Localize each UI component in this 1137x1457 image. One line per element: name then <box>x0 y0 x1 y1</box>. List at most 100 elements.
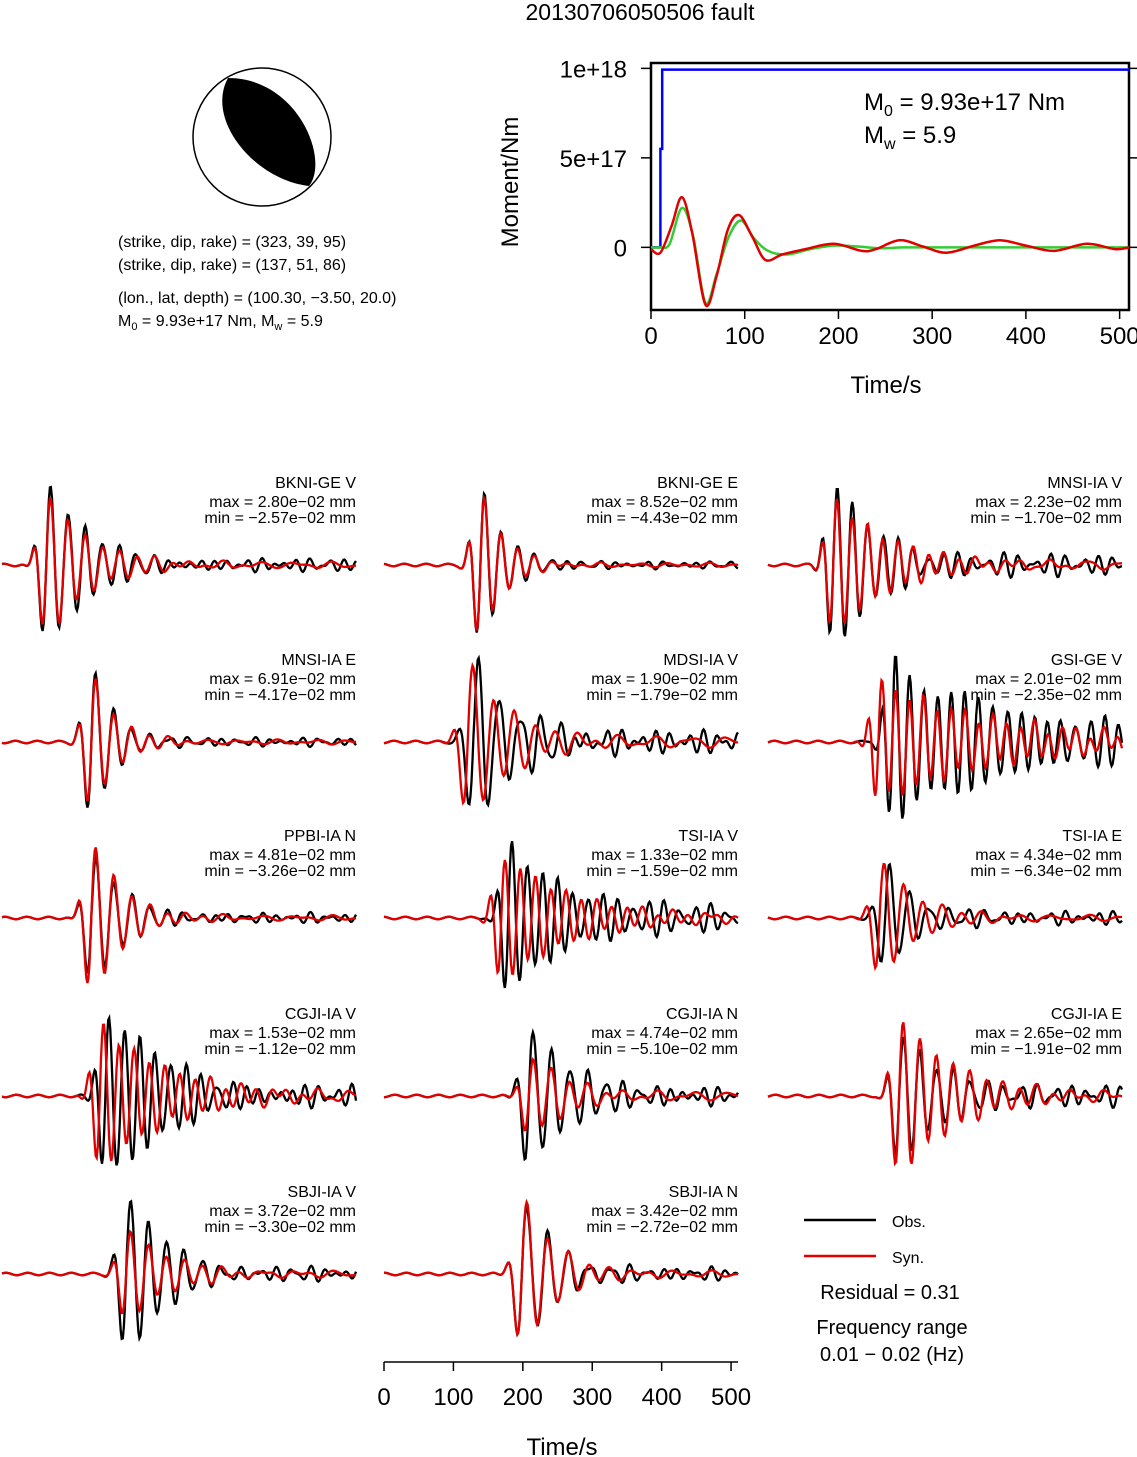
waveform-time-axis: Time/s 0 100 200 300 400 500 <box>377 1361 751 1457</box>
max-amplitude-label: max = 2.01e−02 mm <box>975 671 1122 688</box>
moment-series-rate_green <box>650 206 1129 306</box>
moment-xlabel: Time/s <box>850 372 921 399</box>
moment-summary-line: M0 = 9.93e+17 Nm, Mw = 5.9 <box>118 313 323 333</box>
max-amplitude-label: max = 6.91e−02 mm <box>209 671 356 688</box>
max-amplitude-label: max = 2.65e−02 mm <box>975 1025 1122 1042</box>
min-amplitude-label: min = −5.10e−02 mm <box>586 1041 738 1058</box>
max-amplitude-label: max = 4.34e−02 mm <box>975 847 1122 864</box>
min-amplitude-label: min = −1.70e−02 mm <box>970 510 1122 527</box>
waveform-xlabel: Time/s <box>526 1434 597 1457</box>
max-amplitude-label: max = 1.53e−02 mm <box>209 1025 356 1042</box>
moment-mw-annotation: Mw = 5.9 <box>864 122 956 153</box>
synthetic-trace <box>1 497 357 627</box>
moment-ytick-label: 0 <box>614 235 627 262</box>
moment-xtick-label: 500 <box>1100 323 1137 350</box>
mechanism-line-1: (strike, dip, rake) = (323, 39, 95) <box>118 234 346 251</box>
max-amplitude-label: max = 2.80e−02 mm <box>209 494 356 511</box>
min-amplitude-label: min = −2.57e−02 mm <box>204 510 356 527</box>
min-amplitude-label: min = −1.79e−02 mm <box>586 687 738 704</box>
moment-axes: 1e+18 5e+17 0 0 100 200 300 400 500 <box>560 56 1137 350</box>
station-label: MDSI-IA V <box>663 652 738 669</box>
moment-panel-frame <box>649 61 1131 312</box>
max-amplitude-label: max = 2.23e−02 mm <box>975 494 1122 511</box>
station-label: MNSI-IA E <box>281 652 356 669</box>
moment-xtick-label: 0 <box>644 323 657 350</box>
moment-ytick-label: 1e+18 <box>560 56 627 83</box>
min-amplitude-label: min = −1.59e−02 mm <box>586 863 738 880</box>
max-amplitude-label: max = 4.81e−02 mm <box>209 847 356 864</box>
synthetic-trace <box>384 1198 739 1338</box>
max-amplitude-label: max = 8.52e−02 mm <box>591 494 738 511</box>
max-amplitude-label: max = 1.90e−02 mm <box>591 671 738 688</box>
waveform-xtick-label: 100 <box>433 1384 473 1411</box>
synthetic-trace <box>1 1023 357 1162</box>
station-label: SBJI-IA N <box>669 1184 738 1201</box>
legend: Obs. Syn. Residual = 0.31 Frequency rang… <box>804 1214 968 1366</box>
synthetic-trace <box>1 678 356 802</box>
moment-xtick-label: 300 <box>912 323 952 350</box>
min-amplitude-label: min = −2.35e−02 mm <box>970 687 1122 704</box>
station-label: SBJI-IA V <box>288 1184 357 1201</box>
moment-series-rate_red <box>650 195 1130 308</box>
synthetic-trace <box>1 1229 356 1315</box>
waveform-xtick-label: 300 <box>572 1384 612 1411</box>
max-amplitude-label: max = 3.72e−02 mm <box>209 1203 356 1220</box>
moment-ylabel: Moment/Nm <box>497 117 524 248</box>
moment-panel: Moment/Nm Time/s M0 = 9.93e+17 Nm Mw = 5… <box>497 56 1137 399</box>
legend-syn-label: Syn. <box>892 1250 924 1267</box>
min-amplitude-label: min = −3.30e−02 mm <box>204 1219 356 1236</box>
waveform-xtick-label: 200 <box>503 1384 543 1411</box>
moment-curves <box>650 68 1130 308</box>
station-label: CGJI-IA E <box>1051 1006 1122 1023</box>
min-amplitude-label: min = −4.43e−02 mm <box>586 510 738 527</box>
waveform-xtick-label: 400 <box>642 1384 682 1411</box>
max-amplitude-label: max = 3.42e−02 mm <box>591 1203 738 1220</box>
max-amplitude-label: max = 4.74e−02 mm <box>591 1025 738 1042</box>
synthetic-trace <box>767 862 1122 972</box>
station-label: BKNI-GE V <box>275 475 356 492</box>
frequency-range-value: 0.01 − 0.02 (Hz) <box>820 1344 964 1366</box>
mechanism-line-2: (strike, dip, rake) = (137, 51, 86) <box>118 257 346 274</box>
moment-m0-annotation: M0 = 9.93e+17 Nm <box>864 89 1065 120</box>
legend-obs-label: Obs. <box>892 1214 926 1231</box>
station-label: TSI-IA E <box>1062 828 1122 845</box>
frequency-range-title: Frequency range <box>816 1317 967 1339</box>
synthetic-trace <box>383 859 739 976</box>
station-label: CGJI-IA N <box>666 1006 738 1023</box>
waveform-xtick-label: 0 <box>377 1384 390 1411</box>
moment-xtick-label: 400 <box>1006 323 1046 350</box>
min-amplitude-label: min = −3.26e−02 mm <box>204 863 356 880</box>
moment-xtick-label: 100 <box>725 323 765 350</box>
min-amplitude-label: min = −1.91e−02 mm <box>970 1041 1122 1058</box>
min-amplitude-label: min = −2.72e−02 mm <box>586 1219 738 1236</box>
min-amplitude-label: min = −6.34e−02 mm <box>970 863 1122 880</box>
location-line: (lon., lat, depth) = (100.30, −3.50, 20.… <box>118 290 396 307</box>
station-label: GSI-GE V <box>1051 652 1122 669</box>
station-label: TSI-IA V <box>678 828 738 845</box>
waveform-xtick-label: 500 <box>711 1384 751 1411</box>
station-label: PPBI-IA N <box>284 828 356 845</box>
station-label: CGJI-IA V <box>285 1006 356 1023</box>
station-label: BKNI-GE E <box>657 475 738 492</box>
synthetic-trace <box>383 1057 739 1132</box>
figure-title: 20130706050506 fault <box>526 0 756 25</box>
max-amplitude-label: max = 1.33e−02 mm <box>591 847 738 864</box>
synthetic-trace <box>767 1022 1123 1167</box>
residual-text: Residual = 0.31 <box>820 1282 960 1304</box>
synthetic-trace <box>383 661 739 806</box>
